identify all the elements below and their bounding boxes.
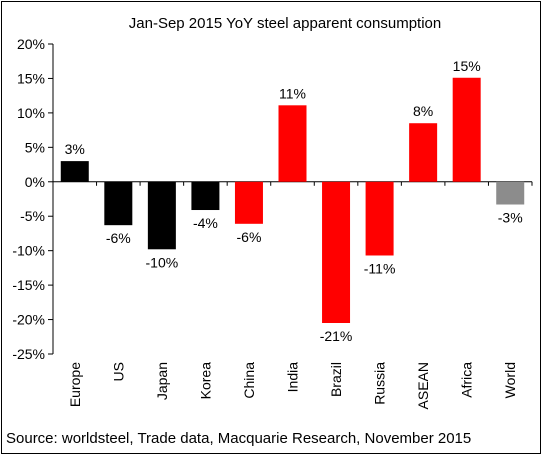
data-label-korea: -4% xyxy=(193,215,218,231)
x-tick-label: Japan xyxy=(154,362,170,400)
y-tick-label: 20% xyxy=(17,36,45,52)
y-tick-label: 15% xyxy=(17,70,45,86)
x-tick-label: Korea xyxy=(197,362,213,400)
data-label-japan: -10% xyxy=(146,254,179,270)
y-tick-label: -25% xyxy=(12,346,45,362)
y-tick-label: -20% xyxy=(12,312,45,328)
data-labels: 3% -6% -10% -4% -6% 11% -21% -11% 8% 15% -3% xyxy=(65,58,523,344)
bar-china xyxy=(234,181,263,224)
x-tick-label: Russia xyxy=(372,362,388,405)
y-tick-label: 5% xyxy=(25,139,45,155)
data-label-china: -6% xyxy=(237,229,262,245)
data-label-india: 11% xyxy=(279,85,306,101)
bar-europe xyxy=(60,161,89,182)
x-axis-tick-labels: Europe US Japan Korea China India Brazil Russia… xyxy=(67,181,533,409)
data-label-asean: 8% xyxy=(413,103,433,119)
bar-japan xyxy=(147,181,176,250)
x-tick-label: Africa xyxy=(459,362,475,398)
data-label-brazil: -21% xyxy=(320,328,353,344)
bar-brazil xyxy=(322,181,351,323)
data-label-russia: -11% xyxy=(364,260,396,276)
chart-title: Jan-Sep 2015 YoY steel apparent consumpt… xyxy=(129,15,441,32)
data-label-africa: 15% xyxy=(453,58,481,74)
x-tick-label: China xyxy=(241,362,257,399)
y-axis-ticks: 20% 15% 10% 5% 0% -5% -10% -15% -20% -25% xyxy=(12,36,53,362)
y-tick-label: -15% xyxy=(12,277,45,293)
x-tick-label: Brazil xyxy=(328,362,344,397)
bar-us xyxy=(104,181,133,226)
y-tick-label: 0% xyxy=(25,174,45,190)
source-note: Source: worldsteel, Trade data, Macquari… xyxy=(6,430,471,447)
x-tick-label: ASEAN xyxy=(415,362,431,409)
data-label-world: -3% xyxy=(498,210,523,226)
x-tick-label: India xyxy=(285,362,301,393)
bar-india xyxy=(278,105,307,182)
bar-series xyxy=(60,77,525,323)
bar-world xyxy=(496,181,525,205)
y-tick-label: -10% xyxy=(12,243,45,259)
y-tick-label: 10% xyxy=(17,105,45,121)
y-tick-label: -5% xyxy=(20,208,45,224)
data-label-europe: 3% xyxy=(65,141,85,157)
bar-korea xyxy=(191,181,220,211)
bar-russia xyxy=(365,181,394,256)
bar-africa xyxy=(452,77,481,182)
x-tick-label: Europe xyxy=(67,362,83,407)
data-label-us: -6% xyxy=(106,230,131,246)
bar-asean xyxy=(409,123,438,182)
x-tick-label: World xyxy=(502,362,518,398)
x-tick-label: US xyxy=(110,362,126,381)
